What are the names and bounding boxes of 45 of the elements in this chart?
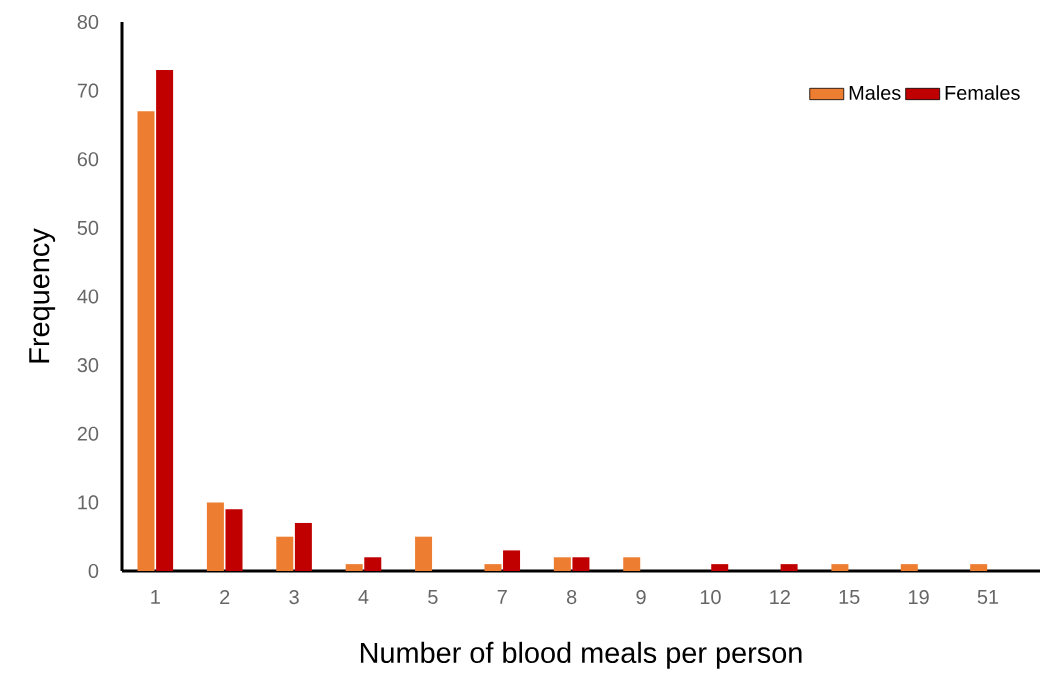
bar [623, 557, 641, 571]
bar [137, 111, 155, 571]
y-axis-title: Frequency [29, 228, 56, 363]
x-tick-label: 12 [770, 590, 790, 604]
bar [711, 564, 729, 571]
y-tick-label: 70 [77, 83, 99, 98]
y-tick-label: 10 [78, 495, 99, 510]
bar [970, 564, 988, 571]
x-tick-label: 19 [909, 590, 929, 605]
y-tick-label: 60 [77, 152, 99, 167]
x-tick-label: 51 [977, 590, 999, 604]
y-tick-label: 50 [77, 220, 99, 235]
x-tick-label: 9 [636, 590, 646, 605]
y-tick-label: 30 [77, 358, 99, 373]
x-tick-label: 10 [700, 590, 721, 605]
y-tick-label: 40 [77, 289, 99, 304]
bar [415, 536, 433, 571]
x-axis-title: Number of blood meals per person [360, 641, 802, 669]
bar [572, 557, 590, 571]
x-tick-label: 8 [566, 590, 577, 605]
y-tick-label: 80 [77, 14, 99, 30]
bar [294, 522, 312, 571]
y-tick-label: 20 [77, 426, 99, 441]
x-tick-label: 4 [358, 590, 369, 604]
bar [364, 557, 382, 571]
x-tick-label: 1 [151, 590, 160, 604]
bar [484, 564, 502, 571]
bar [553, 557, 571, 571]
x-tick-label: 2 [220, 590, 230, 604]
bar [503, 550, 521, 571]
bar [780, 564, 798, 571]
x-tick-label: 3 [289, 590, 299, 605]
bar [156, 70, 174, 571]
x-tick-label: 7 [497, 590, 507, 604]
y-tick-label: 0 [88, 563, 99, 579]
bar [225, 509, 243, 571]
bar [900, 564, 918, 571]
bar [276, 536, 294, 571]
x-tick-label: 15 [839, 590, 860, 604]
bar [831, 564, 849, 571]
legend-label: Females [945, 85, 1020, 100]
bar [206, 502, 224, 571]
x-tick-label: 5 [428, 590, 438, 604]
bar [345, 564, 363, 571]
legend-label: Males [849, 85, 901, 100]
